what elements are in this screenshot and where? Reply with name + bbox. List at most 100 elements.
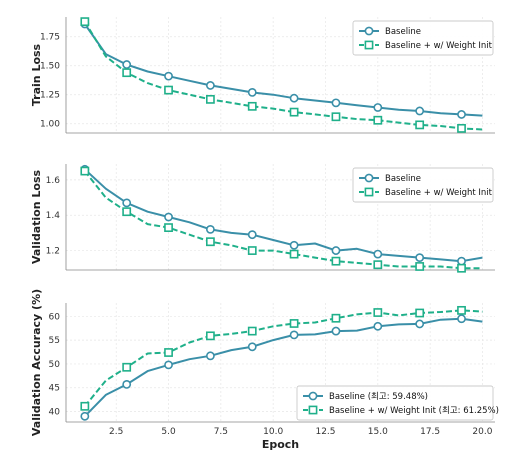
data-point-baseline <box>373 249 383 259</box>
y-tick-label: 60 <box>49 312 61 322</box>
y-axis-label: Validation Accuracy (%) <box>30 289 43 436</box>
legend-label: Baseline <box>385 27 421 37</box>
y-tick-label: 1.25 <box>40 91 60 101</box>
data-point-baseline <box>164 212 173 222</box>
y-tick-label: 1.4 <box>46 211 61 221</box>
data-point-weight-init <box>457 263 466 273</box>
data-point-weight-init <box>205 94 215 104</box>
legend-marker <box>364 187 374 197</box>
y-axis-label: Validation Loss <box>30 170 43 265</box>
legend-box <box>352 167 494 203</box>
data-point-baseline <box>289 93 299 103</box>
y-tick-label: 1.00 <box>40 120 60 130</box>
y-axis-label: Train Loss <box>30 43 43 106</box>
data-point-baseline <box>415 253 425 263</box>
data-point-weight-init <box>289 107 299 117</box>
data-point-weight-init <box>289 249 299 259</box>
y-tick-label: 45 <box>49 384 60 394</box>
data-point-baseline <box>331 326 341 336</box>
data-point-baseline <box>457 314 466 324</box>
data-point-baseline <box>415 319 425 329</box>
data-point-weight-init <box>331 256 341 266</box>
data-point-baseline <box>289 330 299 340</box>
legend-marker <box>364 40 374 50</box>
data-point-baseline <box>122 60 132 69</box>
legend: Baseline Baseline + w/ Weight Init <box>352 20 494 56</box>
legend-marker <box>364 173 374 183</box>
x-tick-label: 5.0 <box>161 427 176 437</box>
data-point-weight-init <box>457 305 466 315</box>
x-tick-label: 20.0 <box>472 427 492 437</box>
y-tick-label: 1.2 <box>46 247 60 257</box>
data-point-weight-init <box>373 308 383 317</box>
data-point-weight-init <box>205 331 215 341</box>
data-point-baseline <box>331 246 341 255</box>
data-point-baseline <box>122 379 132 389</box>
legend: Baseline Baseline + w/ Weight Init <box>352 167 494 203</box>
data-point-weight-init <box>373 115 383 125</box>
data-point-weight-init <box>164 348 173 357</box>
data-point-baseline <box>415 106 425 116</box>
data-point-baseline <box>205 81 215 90</box>
data-point-weight-init <box>247 246 257 255</box>
data-point-weight-init <box>122 362 132 372</box>
legend-marker <box>364 26 374 36</box>
y-tick-label: 1.75 <box>40 33 60 43</box>
data-point-weight-init <box>331 112 341 122</box>
data-point-weight-init <box>80 17 90 27</box>
data-point-weight-init <box>415 262 425 271</box>
data-point-baseline <box>122 198 132 208</box>
data-point-baseline <box>205 351 215 361</box>
legend-label: Baseline <box>385 174 421 184</box>
x-tick-label: 7.5 <box>214 427 228 437</box>
legend-box <box>352 20 494 56</box>
y-tick-label: 50 <box>49 360 61 370</box>
data-point-baseline <box>331 98 341 108</box>
data-point-baseline <box>205 224 215 234</box>
x-tick-label: 12.5 <box>315 427 335 437</box>
legend-marker <box>308 391 318 401</box>
data-point-baseline <box>247 88 257 97</box>
data-point-weight-init <box>415 120 425 130</box>
data-point-baseline <box>247 342 257 352</box>
legend-label: Baseline + w/ Weight Init <box>385 188 493 198</box>
y-tick-label: 40 <box>49 408 61 418</box>
data-point-weight-init <box>164 85 173 95</box>
series-line-weight-init <box>84 309 483 407</box>
data-point-weight-init <box>415 308 425 318</box>
data-point-weight-init <box>247 101 257 111</box>
data-point-weight-init <box>205 237 215 247</box>
x-tick-label: 10.0 <box>263 427 283 437</box>
data-point-baseline <box>373 321 383 331</box>
data-point-weight-init <box>122 68 132 78</box>
x-tick-label: 2.5 <box>109 427 123 437</box>
data-point-weight-init <box>289 319 299 328</box>
data-point-weight-init <box>164 223 173 232</box>
x-axis-label: Epoch <box>262 438 299 451</box>
data-point-weight-init <box>80 401 90 411</box>
data-point-baseline <box>457 256 466 266</box>
validation-accuracy-panel: 40 45 50 55 60 2.5 5.0 7.5 10.0 12.5 15.0 17.5 20.0 V… <box>30 289 499 451</box>
data-point-weight-init <box>331 313 341 323</box>
data-point-baseline <box>80 411 90 421</box>
data-point-weight-init <box>122 207 132 217</box>
data-point-weight-init <box>80 166 90 176</box>
data-point-weight-init <box>457 123 466 133</box>
data-point-baseline <box>164 71 173 81</box>
y-tick-label: 55 <box>49 336 60 346</box>
data-point-baseline <box>247 230 257 240</box>
legend-box <box>296 385 494 421</box>
legend-marker <box>308 405 318 415</box>
data-point-baseline <box>164 360 173 370</box>
y-tick-label: 1.6 <box>46 176 61 186</box>
x-tick-label: 15.0 <box>368 427 388 437</box>
data-point-baseline <box>373 103 383 112</box>
x-tick-label: 17.5 <box>420 427 440 437</box>
legend: Baseline (최고: 59.48%) Baseline + w/ Weigh… <box>296 385 499 421</box>
data-point-baseline <box>289 240 299 250</box>
legend-label: Baseline (최고: 59.48%) <box>329 391 428 402</box>
y-tick-label: 1.50 <box>40 62 60 72</box>
